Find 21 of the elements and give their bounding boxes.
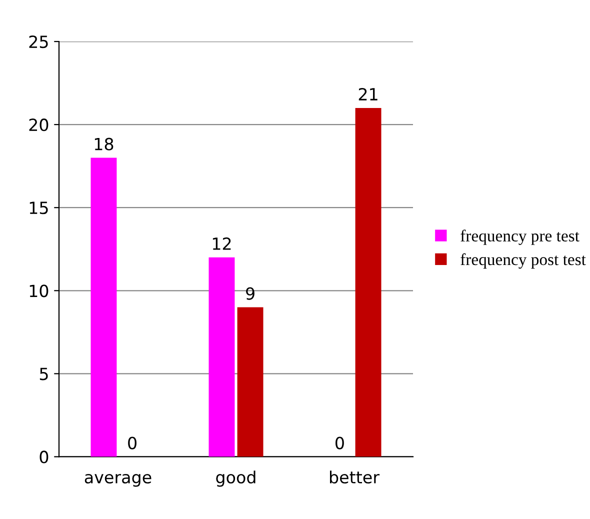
y-tick-label: 20 [29, 118, 48, 132]
bar [355, 108, 382, 457]
x-tick-label: average [84, 474, 152, 487]
bar [90, 158, 117, 457]
x-tick-label: good [216, 470, 256, 487]
legend-label: frequency pre test [460, 230, 580, 245]
data-label: 0 [336, 436, 344, 450]
data-label: 12 [212, 237, 231, 250]
y-tick-label: 10 [30, 284, 48, 298]
y-tick-label: 15 [30, 202, 48, 214]
data-label: 0 [128, 436, 136, 450]
bar [208, 257, 235, 457]
data-label: 18 [94, 138, 114, 150]
x-tick-label: better [330, 470, 380, 484]
y-tick-label: 5 [40, 368, 48, 380]
data-label: 21 [358, 88, 378, 100]
y-tick-label: 0 [40, 450, 48, 464]
legend-label: frequency post test [460, 253, 586, 269]
y-tick-label: 25 [29, 35, 48, 48]
bar [237, 307, 264, 457]
data-label: 9 [246, 287, 254, 300]
